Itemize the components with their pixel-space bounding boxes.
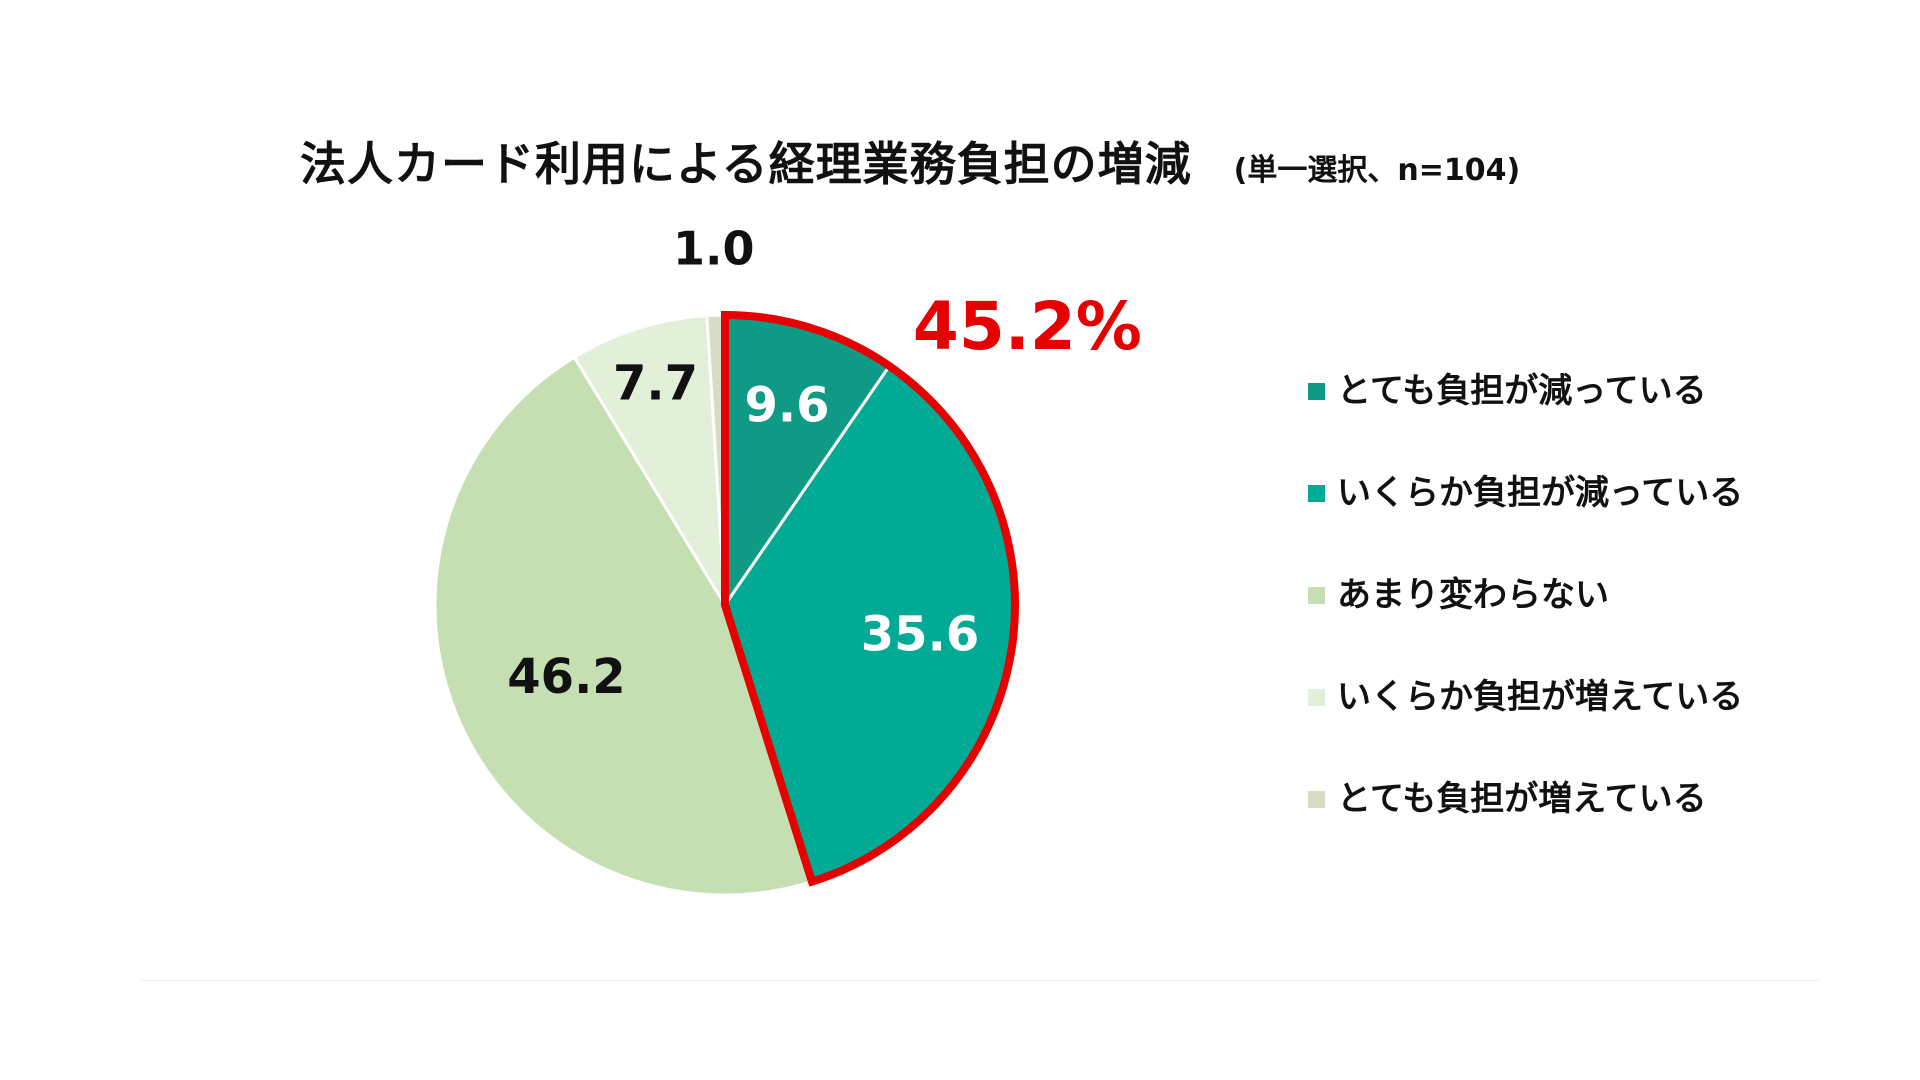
legend-item-somewhat-decreased: いくらか負担が減っている — [1308, 438, 1743, 540]
legend-label: とても負担が増えている — [1337, 778, 1707, 819]
highlight-total-label: 45.2% — [913, 288, 1142, 365]
legend-label: いくらか負担が増えている — [1337, 676, 1744, 717]
legend-item-somewhat-increased: いくらか負担が増えている — [1308, 642, 1743, 744]
data-label-greatly-decreased: 9.6 — [744, 378, 829, 434]
pie-slice-unchanged — [433, 355, 814, 897]
chart-title-row: 法人カード利用による経理業務負担の増減 (単一選択、n=104) — [300, 128, 1520, 194]
legend-swatch — [1308, 688, 1325, 706]
highlight-outline — [721, 310, 1019, 887]
legend-swatch — [1308, 484, 1325, 502]
legend-item-unchanged: あまり変わらない — [1308, 540, 1743, 642]
legend-label: あまり変わらない — [1337, 574, 1609, 615]
data-label-unchanged: 46.2 — [507, 649, 625, 705]
legend-item-greatly-decreased: とても負担が減っている — [1308, 336, 1743, 438]
legend-swatch — [1308, 790, 1325, 808]
divider — [140, 980, 1820, 981]
legend-swatch — [1308, 586, 1325, 604]
legend-label: いくらか負担が減っている — [1337, 472, 1744, 513]
data-label-greatly-increased: 1.0 — [673, 221, 755, 275]
legend-label: とても負担が減っている — [1337, 370, 1707, 411]
legend: とても負担が減っている いくらか負担が減っている あまり変わらないいくらか負担が増え… — [1308, 336, 1743, 846]
chart-subtitle: (単一選択、n=104) — [1233, 153, 1521, 188]
data-label-somewhat-increased: 7.7 — [613, 356, 698, 412]
pie-slice-somewhat-increased — [572, 313, 727, 606]
legend-item-greatly-increased: とても負担が増えている — [1308, 744, 1743, 846]
legend-swatch — [1308, 382, 1325, 400]
chart-title: 法人カード利用による経理業務負担の増減 — [300, 137, 1192, 191]
data-label-somewhat-decreased: 35.6 — [861, 606, 979, 662]
